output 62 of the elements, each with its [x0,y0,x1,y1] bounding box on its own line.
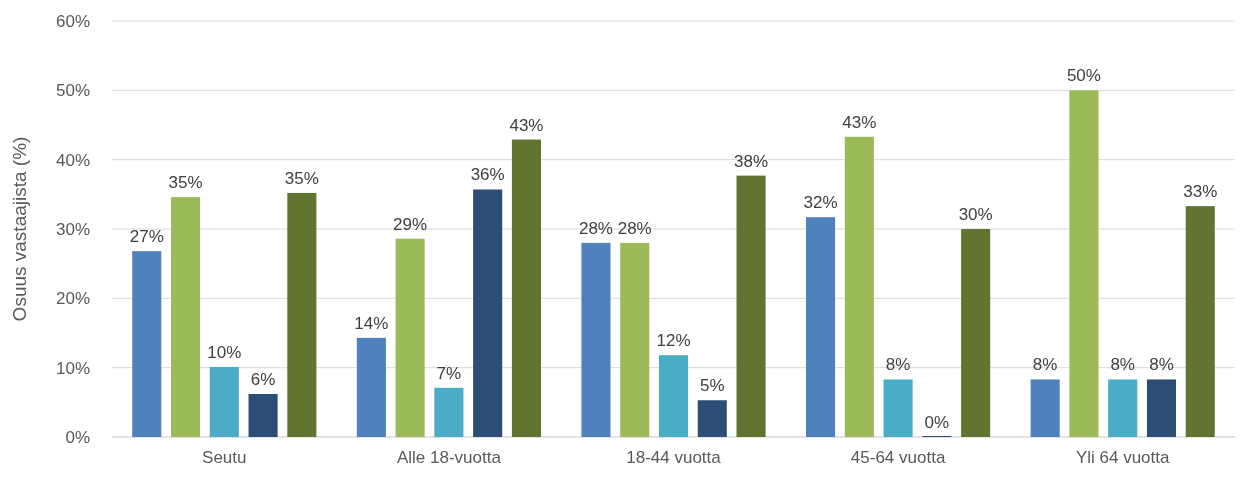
bar [961,229,991,437]
bar [581,242,611,437]
bar [170,197,201,437]
data-label: 28% [617,218,652,238]
bar [395,238,425,437]
bar [434,387,464,437]
y-tick-label: 40% [55,150,90,170]
data-label: 14% [354,313,389,333]
data-label: 8% [1149,355,1174,375]
x-tick-label: 45-64 vuotta [850,448,946,467]
data-label: 33% [1183,182,1218,202]
bar [1185,206,1215,437]
bar [511,139,541,437]
data-label: 5% [699,376,725,396]
bar [1069,90,1099,437]
bar [658,355,689,437]
y-tick-label: 20% [55,289,90,309]
x-tick-label: Seutu [202,448,247,467]
bar [473,189,503,437]
data-label: 6% [250,370,276,390]
data-label: 50% [1066,66,1101,86]
data-label: 38% [734,151,769,171]
data-label: 32% [803,193,838,213]
data-label: 35% [168,173,203,193]
bar [1030,379,1060,437]
bar [356,337,386,437]
bar [883,379,913,437]
bar [844,136,874,437]
data-label: 30% [958,205,993,224]
data-label: 28% [578,218,613,238]
data-label: 29% [393,214,428,234]
data-label: 8% [1110,355,1135,375]
data-label: 43% [842,112,877,132]
bar [1108,379,1138,437]
data-label: 36% [470,165,505,185]
data-label: 27% [129,227,164,247]
bar [248,394,278,437]
bar [287,192,317,437]
bar [1146,379,1177,437]
y-tick-label: 30% [55,219,90,239]
x-tick-label: 18-44 vuotta [626,448,722,467]
bar [620,242,650,437]
y-tick-label: 10% [55,358,90,378]
bar [209,366,239,437]
data-label: 7% [436,363,462,383]
bar [806,217,836,437]
data-label: 12% [656,331,691,351]
data-label: 8% [885,355,911,375]
data-label: 10% [207,342,242,362]
data-label: 43% [509,115,544,135]
bar [132,251,162,437]
data-label: 0% [924,413,950,432]
x-tick-label: Yli 64 vuotta [1075,448,1171,467]
y-tick-label: 0% [65,427,90,447]
data-label: 8% [1032,355,1058,375]
y-tick-label: 60% [55,11,90,31]
data-label: 35% [284,168,319,188]
y-axis-title: Osuus vastaajista (%) [9,136,30,322]
bar [736,175,766,437]
bar [697,400,727,437]
y-tick-label: 50% [55,81,90,101]
x-tick-label: Alle 18-vuotta [396,448,502,467]
